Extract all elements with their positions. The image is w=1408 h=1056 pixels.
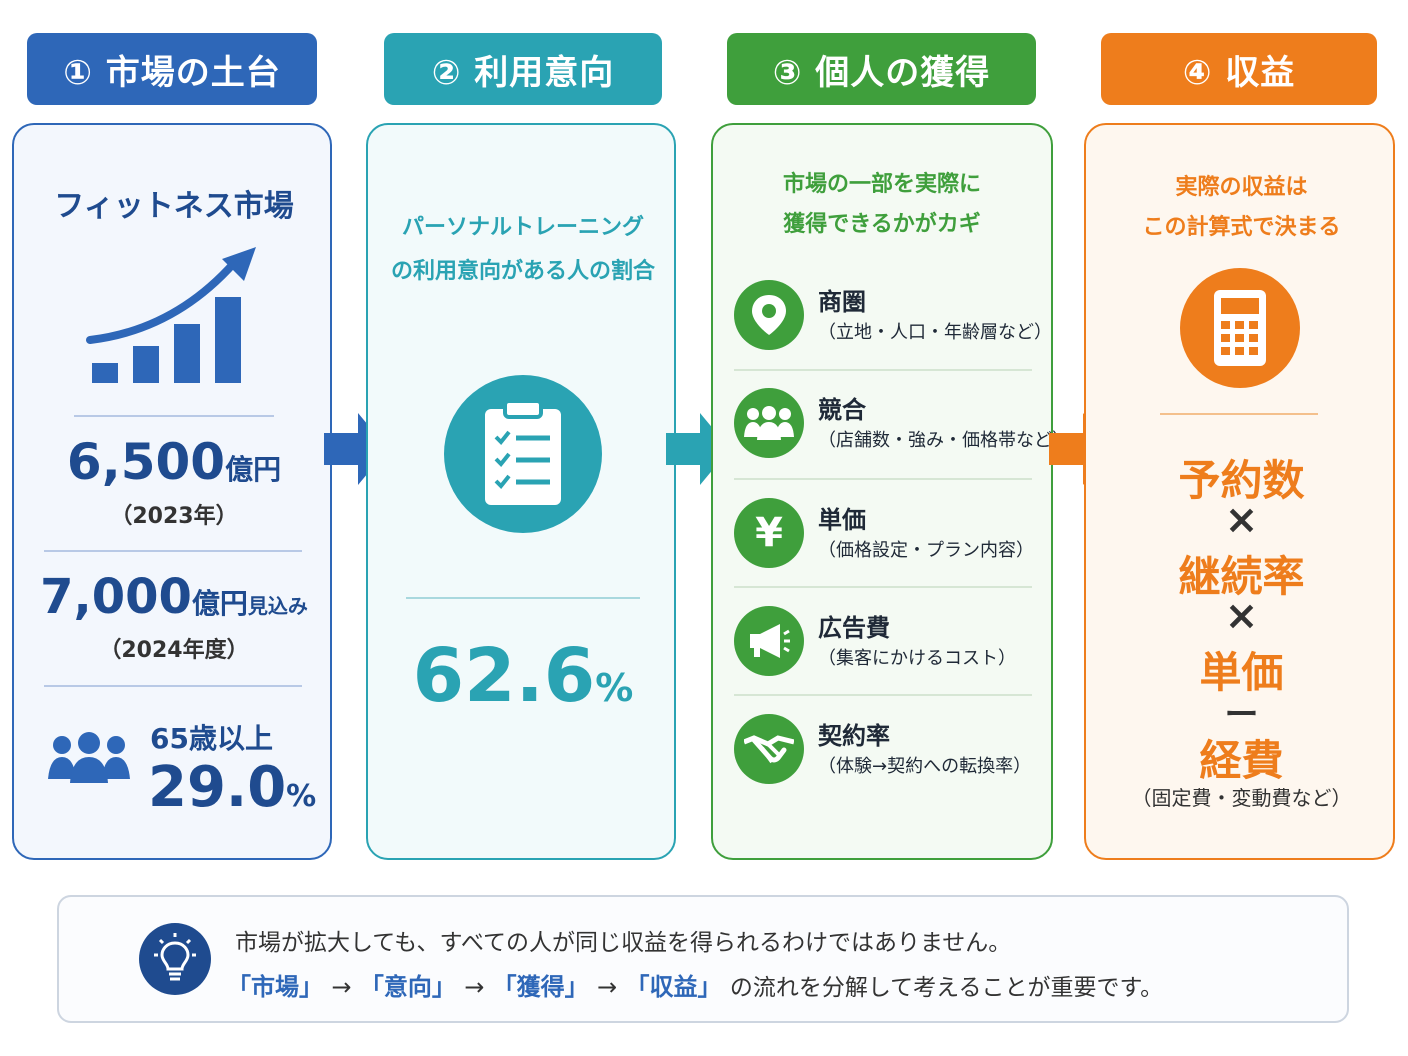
yen-icon: ¥	[734, 498, 804, 568]
summary-line1: 市場が拡大しても、すべての人が同じ収益を得られるわけではありません。	[235, 930, 1012, 956]
formula-unit-price: 単価	[1199, 648, 1284, 697]
calculator-icon	[1180, 268, 1300, 388]
people-group-icon	[734, 388, 804, 458]
acquire-item-sub: （立地・人口・年齢層など）	[818, 322, 1052, 343]
flow-arrow-text: →	[464, 973, 485, 1001]
flow-market: 「市場」	[227, 973, 323, 1001]
bar-growth-chart-icon	[86, 247, 256, 383]
step-header-revenue: ④ 収益	[1101, 33, 1377, 105]
market-value-2024: 7,000億円見込み	[40, 569, 308, 625]
acquire-item-contract-rate: 契約率 （体験→契約への転換率）	[734, 714, 1044, 794]
acquire-item-sub: （集客にかけるコスト）	[818, 648, 1016, 669]
formula-expenses: 経費	[1199, 736, 1284, 785]
step-header-market: ① 市場の土台	[27, 33, 317, 105]
formula-times-1: ×	[1224, 497, 1259, 543]
acquire-item-competition: 競合 （店舗数・強み・価格帯など）	[734, 388, 1070, 468]
intent-panel: パーソナルトレーニング の利用意向がある人の割合 62.6%	[366, 123, 676, 860]
formula-expenses-note: （固定費・変動費など）	[1131, 786, 1352, 810]
flow-arrow-text: →	[331, 973, 352, 1001]
market-value-2023: 6,500億円	[66, 433, 282, 491]
step-header-acquire: ③ 個人の獲得	[727, 33, 1036, 105]
acquire-item-unit-price: ¥ 単価 （価格設定・プラン内容）	[734, 498, 1044, 578]
clipboard-checklist-icon	[444, 375, 602, 533]
formula-times-2: ×	[1224, 593, 1259, 639]
people-group-icon	[48, 732, 130, 783]
intent-desc-line1: パーソナルトレーニング	[401, 215, 644, 240]
market-panel: フィットネス市場 6,500億円 （2023年） 7,000億円見込み （202…	[12, 123, 332, 860]
acquire-item-sub: （価格設定・プラン内容）	[818, 540, 1034, 561]
flow-revenue: 「収益」	[625, 973, 722, 1001]
handshake-icon	[734, 714, 804, 784]
acquire-item-title: 商圏	[818, 288, 866, 316]
age-share: 29.0%	[148, 755, 317, 820]
revenue-desc-line2: この計算式で決まる	[1142, 215, 1341, 240]
acquire-item-title: 競合	[818, 396, 866, 424]
market-title: フィットネス市場	[54, 189, 294, 224]
formula-bookings: 予約数	[1178, 456, 1305, 505]
lightbulb-icon	[139, 923, 211, 995]
market-year-2024: （2024年度）	[99, 638, 249, 663]
acquire-item-title: 広告費	[818, 614, 890, 642]
acquire-item-title: 単価	[818, 506, 866, 534]
megaphone-icon	[734, 606, 804, 676]
step-header-intent: ② 利用意向	[384, 33, 662, 105]
intent-desc-line2: の利用意向がある人の割合	[390, 259, 655, 284]
summary-line2: 「市場」 → 「意向」 → 「獲得」 → 「収益」 の流れを分解して考えることが…	[227, 967, 1163, 1002]
acquire-desc-line1: 市場の一部を実際に	[782, 172, 981, 197]
flow-acquire: 「獲得」	[492, 973, 589, 1001]
formula-retention: 継続率	[1178, 552, 1305, 601]
acquire-item-sub: （店舗数・強み・価格帯など）	[818, 430, 1070, 451]
location-pin-icon	[734, 280, 804, 350]
intent-value: 62.6%	[412, 633, 634, 719]
revenue-panel: 実際の収益は この計算式で決まる 予約数 × 継続率 × 単価 ー 経費 （固定…	[1084, 123, 1395, 860]
acquire-item-ad-cost: 広告費 （集客にかけるコスト）	[734, 606, 1044, 686]
acquire-item-sub: （体験→契約への転換率）	[818, 756, 1032, 777]
revenue-desc-line1: 実際の収益は	[1175, 175, 1308, 200]
acquire-desc-line2: 獲得できるかがカギ	[783, 212, 981, 237]
acquire-item-title: 契約率	[818, 722, 890, 750]
summary-line2-tail: の流れを分解して考えることが重要です。	[729, 975, 1164, 1001]
formula-minus: ー	[1224, 695, 1259, 735]
summary-note: 市場が拡大しても、すべての人が同じ収益を得られるわけではありません。 「市場」 …	[57, 895, 1349, 1023]
acquire-item-area: 商圏 （立地・人口・年齢層など）	[734, 280, 1052, 360]
flow-intent: 「意向」	[359, 973, 456, 1001]
market-year-2023: （2023年）	[110, 504, 238, 529]
age-label: 65歳以上	[150, 722, 273, 755]
flow-arrow-text: →	[597, 973, 618, 1001]
